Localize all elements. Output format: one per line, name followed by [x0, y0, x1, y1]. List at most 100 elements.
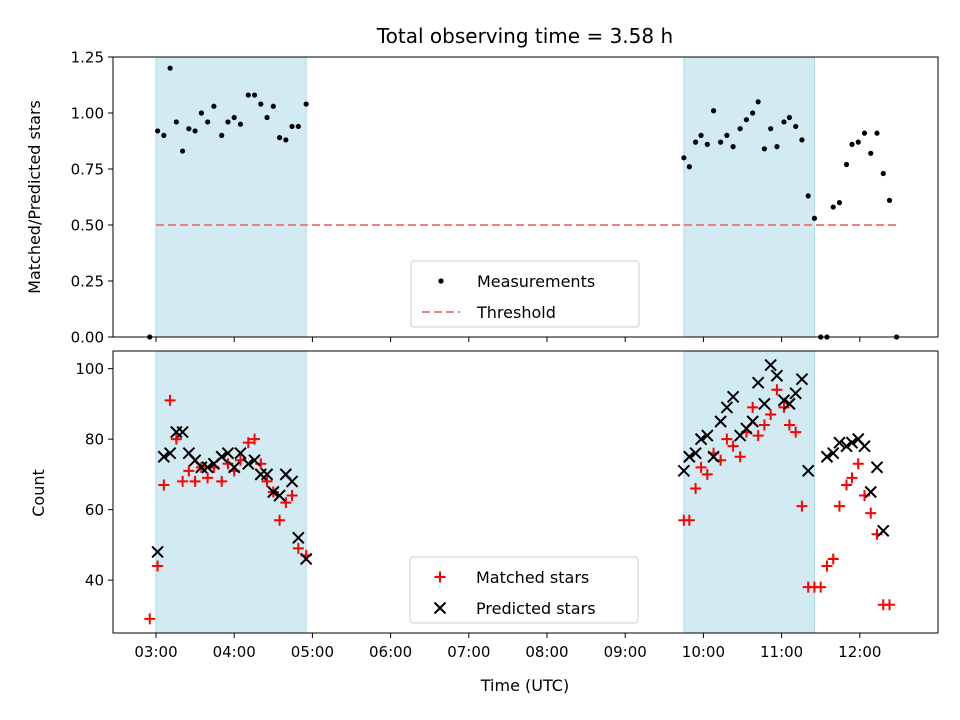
data-point	[701, 429, 714, 442]
data-point	[689, 447, 702, 460]
data-point	[177, 475, 189, 487]
data-point	[170, 433, 182, 445]
data-point	[205, 119, 211, 125]
data-point	[248, 454, 261, 467]
y-tick-label: 60	[85, 501, 104, 519]
data-point	[295, 123, 301, 130]
data-point	[743, 117, 750, 123]
data-point	[231, 114, 237, 121]
data-point	[843, 161, 850, 168]
data-point	[698, 132, 704, 138]
x-tick-label: 10:00	[682, 643, 725, 661]
y-tick-label: 100	[75, 360, 104, 378]
data-point	[718, 139, 724, 145]
data-point	[783, 419, 795, 431]
data-point	[840, 439, 853, 453]
data-point	[192, 128, 198, 134]
y-tick-label: 0.75	[71, 161, 104, 179]
y-tick-label: 0.00	[71, 329, 104, 347]
data-point	[734, 451, 746, 463]
data-point	[686, 164, 692, 170]
data-point	[811, 215, 818, 221]
data-point	[841, 479, 853, 491]
data-point	[726, 390, 740, 404]
data-point	[777, 394, 791, 407]
data-point	[877, 524, 890, 537]
data-point	[865, 507, 877, 519]
data-point	[152, 560, 164, 572]
data-point	[747, 401, 759, 413]
data-point	[750, 110, 756, 116]
bottom-legend: Matched stars Predicted stars	[409, 556, 639, 624]
data-point	[758, 397, 771, 411]
data-point	[276, 135, 283, 141]
data-point	[704, 141, 710, 147]
data-point	[830, 204, 836, 210]
data-point	[695, 461, 707, 473]
data-point	[727, 440, 739, 452]
data-point	[677, 464, 691, 478]
data-point	[833, 436, 846, 449]
y-tick-label: 0.25	[71, 273, 104, 291]
x-tick-label: 12:00	[838, 643, 881, 661]
data-point	[752, 430, 764, 442]
x-axis-label: Time (UTC)	[480, 676, 569, 695]
data-point	[774, 144, 780, 150]
legend-handle	[433, 601, 447, 615]
data-point	[764, 358, 777, 372]
data-point	[758, 419, 770, 431]
bottom-observing-window	[683, 350, 815, 634]
x-tick-label: 03:00	[134, 643, 177, 661]
data-point	[815, 581, 827, 593]
data-point	[874, 130, 880, 136]
data-point	[833, 500, 845, 512]
bottom-y-axis-label: Count	[29, 469, 48, 517]
legend-label: Predicted stars	[476, 599, 596, 618]
x-tick-label: 11:00	[760, 643, 803, 661]
data-point	[221, 447, 235, 460]
data-point	[299, 552, 313, 566]
data-point	[821, 560, 833, 572]
data-point	[225, 119, 231, 125]
x-tick-label: 09:00	[604, 643, 647, 661]
data-point	[681, 155, 687, 161]
bottom-panel: 40 60 80 100 03:00 04:00 05:00 06:00 07:00 08:00 0…	[75, 350, 939, 661]
data-point	[845, 436, 859, 449]
data-point	[157, 450, 171, 463]
data-point	[163, 447, 177, 460]
y-tick-label: 1.25	[71, 49, 104, 67]
data-point	[270, 103, 276, 109]
data-point	[827, 447, 840, 460]
top-observing-window	[155, 56, 307, 338]
data-point	[836, 200, 843, 206]
data-point	[864, 485, 877, 499]
data-point	[215, 450, 228, 463]
x-tick-label: 07:00	[447, 643, 490, 661]
data-point	[694, 432, 708, 446]
y-tick-label: 80	[85, 431, 104, 449]
data-point	[755, 99, 761, 105]
data-point	[151, 545, 164, 559]
bottom-observing-window	[155, 350, 307, 634]
top-panel: 0.00 0.25 0.50 0.75 1.00 1.25 Measurements Thre…	[71, 49, 939, 347]
data-point	[820, 450, 834, 463]
top-plot-frame	[112, 56, 939, 338]
data-point	[801, 464, 815, 478]
data-point	[721, 433, 733, 445]
data-point	[720, 401, 734, 414]
data-point	[228, 461, 241, 474]
data-point	[216, 475, 228, 487]
data-point	[770, 369, 784, 382]
data-point	[710, 108, 717, 114]
data-point	[849, 141, 855, 147]
data-point	[260, 468, 274, 481]
data-point	[884, 599, 896, 611]
data-point	[761, 146, 767, 152]
data-point	[868, 150, 874, 156]
chart-title: Total observing time = 3.58 h	[376, 24, 673, 48]
data-point	[783, 397, 796, 411]
data-point	[144, 613, 156, 625]
data-point	[778, 401, 790, 413]
top-y-axis-label: Matched/Predicted stars	[25, 100, 44, 294]
data-point	[261, 475, 273, 487]
